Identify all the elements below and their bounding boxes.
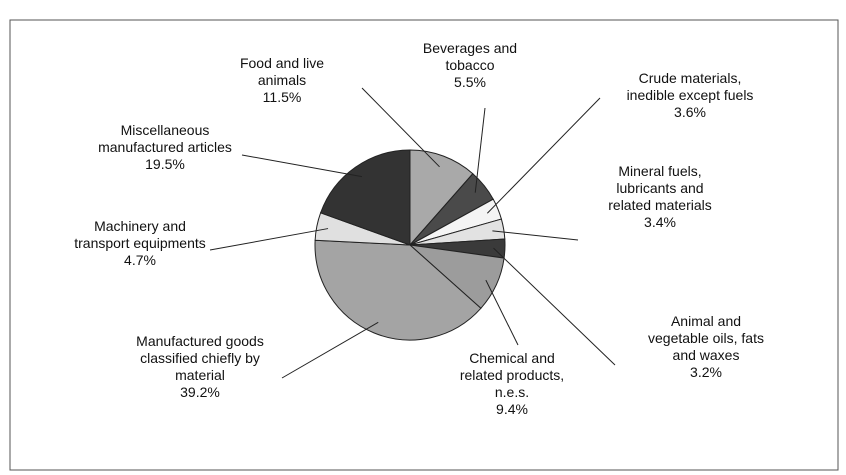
category-label: Food and live animals [239, 55, 325, 88]
leader-line [493, 247, 616, 366]
value-label: 9.4% [496, 401, 528, 417]
leader-line [241, 154, 363, 178]
slice-label: Chemical and related products, n.e.s. 9.4… [460, 350, 564, 418]
leader-line [361, 87, 440, 168]
leader-line [474, 107, 486, 193]
pie-slice [314, 239, 482, 341]
leader-line [209, 228, 329, 251]
category-label: Mineral fuels, lubricants and related ma… [608, 163, 712, 213]
category-label: Animal and vegetable oils, fats and waxe… [648, 313, 764, 363]
value-label: 4.7% [124, 252, 156, 268]
slice-label: Machinery and transport equipments 4.7% [74, 218, 206, 269]
leader-line [486, 97, 601, 214]
slice-label: Miscellaneous manufactured articles 19.5% [98, 122, 232, 173]
value-label: 19.5% [145, 156, 185, 172]
category-label: Beverages and tobacco [422, 40, 518, 73]
value-label: 3.2% [690, 364, 722, 380]
category-label: Crude materials, inedible except fuels [626, 70, 754, 103]
category-label: Machinery and transport equipments [74, 218, 206, 251]
value-label: 3.6% [674, 104, 706, 120]
slice-label: Crude materials, inedible except fuels 3.… [627, 70, 754, 121]
value-label: 11.5% [262, 89, 302, 105]
leader-line [485, 279, 519, 346]
category-label: Miscellaneous manufactured articles [98, 122, 232, 155]
pie-slice [319, 149, 411, 246]
frame [9, 19, 839, 471]
slice-label: Manufactured goods classified chiefly by… [136, 333, 264, 401]
category-label: Chemical and related products, n.e.s. [459, 350, 565, 400]
slice-label: Beverages and tobacco 5.5% [423, 40, 517, 91]
category-label: Manufactured goods classified chiefly by… [136, 333, 264, 383]
leader-line [281, 321, 379, 379]
value-label: 5.5% [454, 74, 486, 90]
slice-label: Food and live animals 11.5% [240, 55, 324, 106]
value-label: 39.2% [180, 384, 220, 400]
pie-slice [409, 149, 474, 247]
slice-label: Mineral fuels, lubricants and related ma… [608, 163, 712, 231]
value-label: 3.4% [644, 214, 676, 230]
slice-label: Animal and vegetable oils, fats and waxe… [648, 313, 764, 381]
leader-line [492, 230, 579, 241]
